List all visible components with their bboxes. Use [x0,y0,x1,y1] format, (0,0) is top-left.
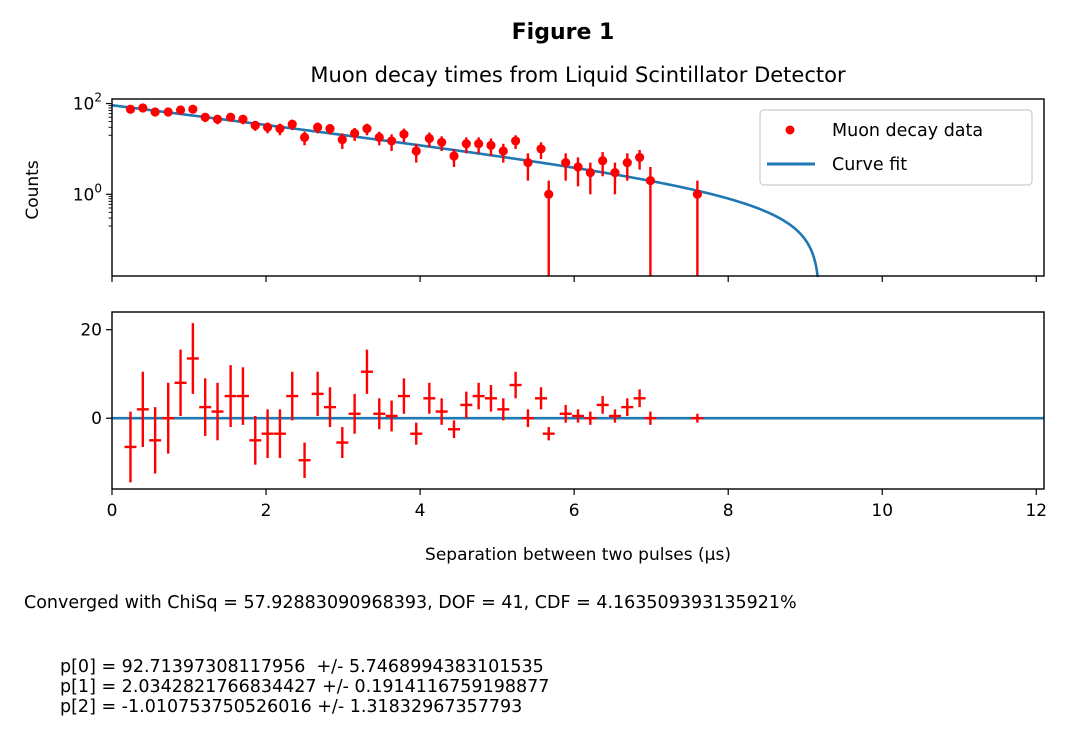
legend: Muon decay data Curve fit [759,109,1033,186]
data-point [362,124,372,134]
data-point [125,104,136,114]
data-point [313,122,323,132]
data-point [474,139,484,149]
muon-data-points [125,103,702,276]
legend-label-fit: Curve fit [832,155,907,175]
data-point [424,133,434,144]
top-ytick-label: 102 [73,91,102,115]
data-point [585,168,595,178]
data-point [325,124,335,134]
bottom-axes-frame [111,311,1045,490]
data-point [610,168,620,178]
top-ytick-label: 100 [73,181,102,205]
bottom-ytick-label: 20 [80,321,102,341]
bottom-plot: 0 2 4 6 8 10 12 0 20 Separation between two puls… [80,311,1047,565]
top-y-label: Counts [23,160,43,219]
x-axis-label: Separation between two pulses (μs) [425,545,731,565]
bottom-xtick-label: 2 [261,501,272,521]
bottom-xtick-label: 12 [1025,501,1047,521]
fit-parameters: p[0] = 92.71397308117956 +/- 5.746899438… [60,657,549,717]
data-point [200,112,210,122]
data-point [188,104,198,114]
data-point [226,112,236,122]
top-chart-title: Muon decay times from Liquid Scintillato… [310,63,846,87]
bottom-ytick-label: 0 [91,409,102,429]
data-point [437,137,447,147]
data-point [561,157,571,168]
bottom-xtick-label: 4 [415,501,426,521]
top-plot: 100 102 Counts [23,91,1045,282]
data-point [350,128,360,138]
param-line-2: p[2] = -1.010753750526016 +/- 1.31832967… [60,697,523,717]
data-point [573,162,583,172]
data-point [287,119,297,129]
data-point [175,105,186,115]
data-point [337,135,347,145]
data-point [212,114,223,124]
data-point [536,144,546,154]
figure-title: Figure 1 [512,20,615,45]
bottom-xtick-label: 8 [723,501,734,521]
param-line-1: p[1] = 2.0342821766834427 +/- 0.19141167… [60,677,550,697]
data-point [250,120,260,130]
legend-box [759,109,1033,186]
data-point [411,146,421,156]
legend-label-data: Muon decay data [832,121,983,141]
data-point [598,156,608,166]
top-axes-frame [111,98,1045,277]
data-point [511,136,521,146]
data-point [299,132,310,142]
data-point [461,139,471,149]
data-point [523,157,533,168]
curve-fit-path [111,103,820,278]
bottom-xtick-label: 6 [569,501,580,521]
data-point [498,146,508,156]
data-point [399,129,409,139]
residual-points [124,323,704,483]
data-point [374,132,384,142]
data-point [138,103,148,113]
data-point [163,107,173,117]
bottom-xtick-label: 10 [871,501,893,521]
legend-marker-data [785,125,795,135]
data-point [449,151,459,161]
bottom-axis-ticks: 0 2 4 6 8 10 12 0 20 [80,321,1047,521]
data-point [387,136,397,146]
data-point [238,114,248,124]
param-line-0: p[0] = 92.71397308117956 +/- 5.746899438… [60,657,544,677]
data-point [692,189,702,199]
data-point [275,124,285,134]
data-point [150,107,160,117]
data-point [544,189,554,199]
data-point [622,157,632,168]
data-point [635,152,645,163]
data-point [262,122,273,132]
curve-fit-line [111,103,820,278]
bottom-xtick-label: 0 [107,501,118,521]
fit-statistics: Converged with ChiSq = 57.92883090968393… [24,593,797,613]
data-point [645,176,656,186]
data-point [486,140,496,150]
